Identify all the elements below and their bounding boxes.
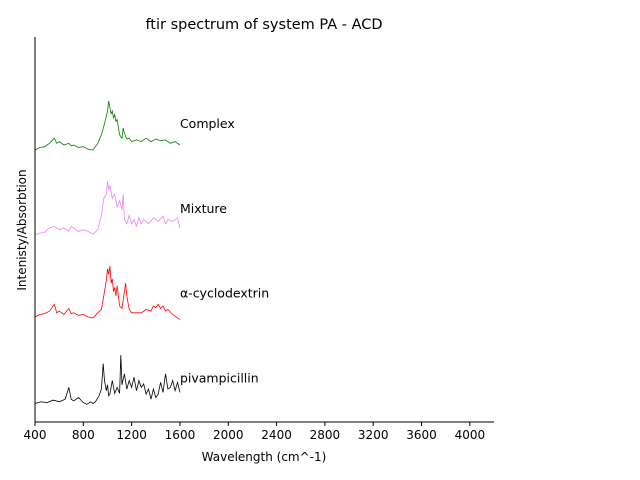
x-tick-label: 4000 [455,428,486,442]
y-axis-label: Intenisty/Absorbtion [15,169,29,290]
series-line [34,100,181,151]
series-label: pivampicillin [180,370,259,385]
x-tick-label: 3600 [406,428,437,442]
x-tick-label: 2000 [213,428,244,442]
x-tick-label: 1200 [116,428,147,442]
x-tick-label: 2400 [261,428,292,442]
x-tick-label: 800 [72,428,95,442]
x-tick-layer: 400 800 1200 1600 2000 2400 2800 3200 3600 4000 [24,422,486,442]
chart-title: ftir spectrum of system PA - ACD [145,17,382,33]
series-line [34,266,181,320]
series-label: Complex [180,116,235,131]
series-line [34,181,181,236]
x-tick-label: 400 [24,428,47,442]
series-layer [34,100,181,405]
x-tick-label: 1600 [165,428,196,442]
x-tick-label: 2800 [310,428,341,442]
x-tick-label: 3200 [358,428,389,442]
x-axis-label: Wavelength (cm^-1) [202,450,327,464]
series-label: Mixture [180,201,227,216]
series-label: α-cyclodextrin [180,286,269,301]
series-line [34,355,181,405]
series-label-layer: pivampicillin α-cyclodextrin Mixture Comple… [180,116,269,385]
